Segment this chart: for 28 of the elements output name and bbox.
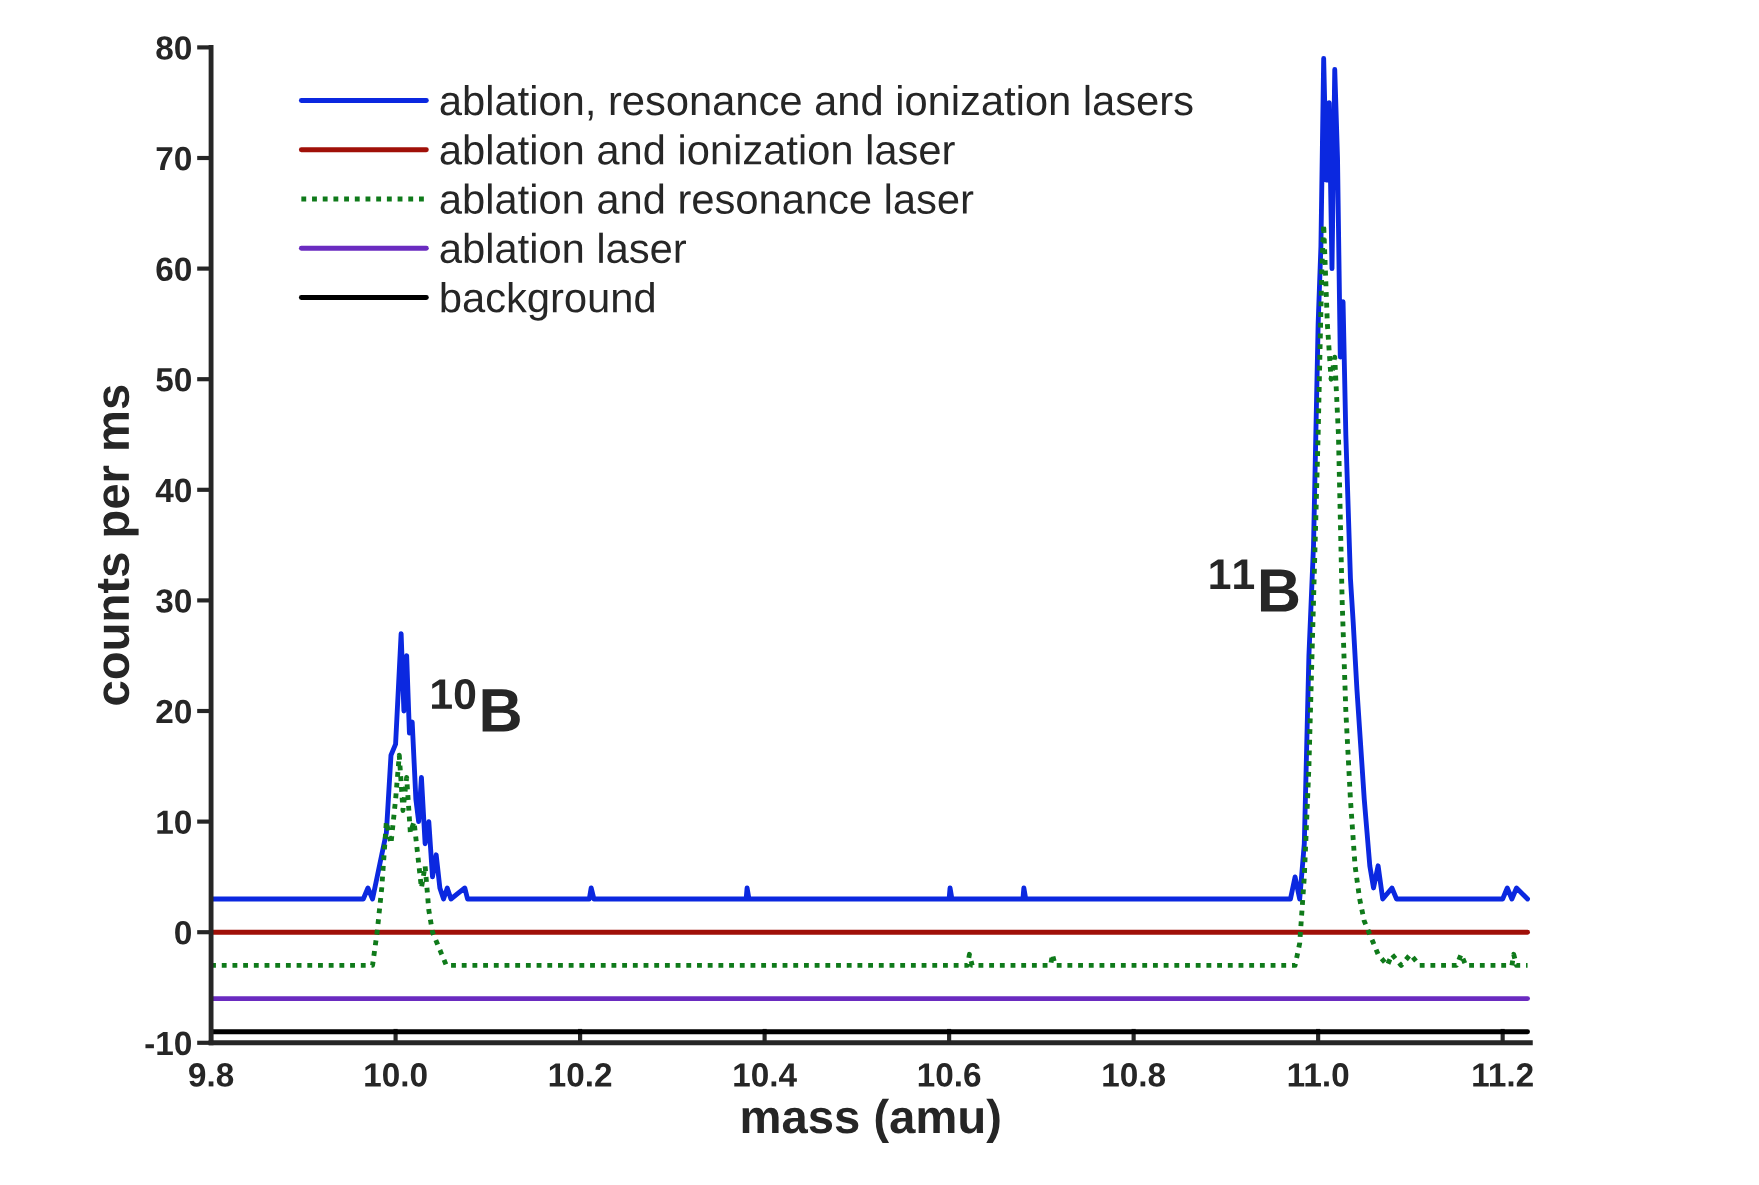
y-tick-label: 80 [156, 36, 191, 60]
y-tick-label: 40 [155, 478, 191, 503]
x-tick-label: 10.2 [549, 1063, 612, 1087]
legend-label: background [441, 281, 654, 321]
y-tick-label: 10 [157, 810, 191, 835]
y-tick-label: -10 [145, 1031, 191, 1056]
legend-label: ablation and ionization laser [440, 134, 955, 165]
y-tick-label: 70 [156, 146, 191, 171]
x-tick-label: 10.0 [365, 1063, 427, 1087]
legend-label: ablation, resonance and ionization lasers [440, 84, 1193, 121]
annotation: $^{11}$B [1210, 559, 1299, 612]
x-axis-title: mass (amu) [742, 1098, 1000, 1143]
y-tick-label: 20 [156, 699, 191, 724]
y-tick-label: 30 [156, 589, 191, 613]
x-tick-label: 10.6 [918, 1063, 981, 1087]
x-tick-label: 11.0 [1288, 1063, 1349, 1087]
x-tick-label: 10.8 [1103, 1063, 1166, 1087]
x-tick-label: 11.2 [1473, 1063, 1533, 1087]
line-series [211, 56, 1530, 902]
x-tick-label: 9.8 [189, 1063, 234, 1087]
y-tick-label: 50 [156, 368, 191, 392]
x-tick-label: 10.4 [734, 1063, 797, 1087]
y-tick-label: 0 [175, 921, 191, 945]
y-axis-title: counts per ms [98, 385, 139, 705]
y-tick-label: 60 [156, 257, 191, 282]
annotation: $^{10}$B [432, 678, 520, 732]
legend-label: ablation and resonance laser [440, 183, 974, 215]
legend-label: ablation laser [440, 232, 686, 264]
